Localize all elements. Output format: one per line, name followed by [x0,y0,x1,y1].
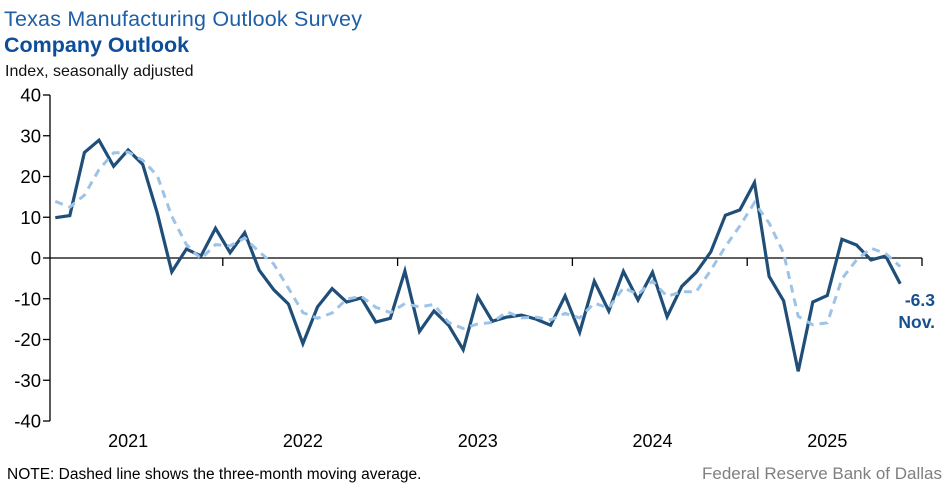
y-tick-label: -10 [14,288,41,309]
y-tick-label: 30 [20,125,41,146]
latest-value-label: -6.3 [904,290,935,310]
y-tick-label: 10 [20,207,41,228]
index-line [55,137,902,372]
latest-value-annotation: -6.3 Nov. [825,289,935,333]
year-label: 2024 [632,431,672,451]
y-tick-label: 20 [20,166,41,187]
year-label: 2021 [108,431,148,451]
year-label: 2025 [807,431,847,451]
y-tick-label: -40 [14,411,41,432]
axis-units-label: Index, seasonally adjusted [5,63,194,80]
year-label: 2023 [458,431,498,451]
source-attribution: Federal Reserve Bank of Dallas [701,464,942,483]
year-label: 2022 [283,431,323,451]
latest-month-label: Nov. [898,312,935,332]
chart-subtitle: Company Outlook [4,33,190,57]
footnote: NOTE: Dashed line shows the three-month … [7,466,422,483]
chart-title: Texas Manufacturing Outlook Survey [4,7,363,31]
y-tick-label: 40 [20,85,41,106]
moving-average-line [54,150,902,331]
y-tick-label: 0 [31,248,41,269]
y-tick-label: -20 [14,329,41,350]
y-tick-label: -30 [14,370,41,391]
